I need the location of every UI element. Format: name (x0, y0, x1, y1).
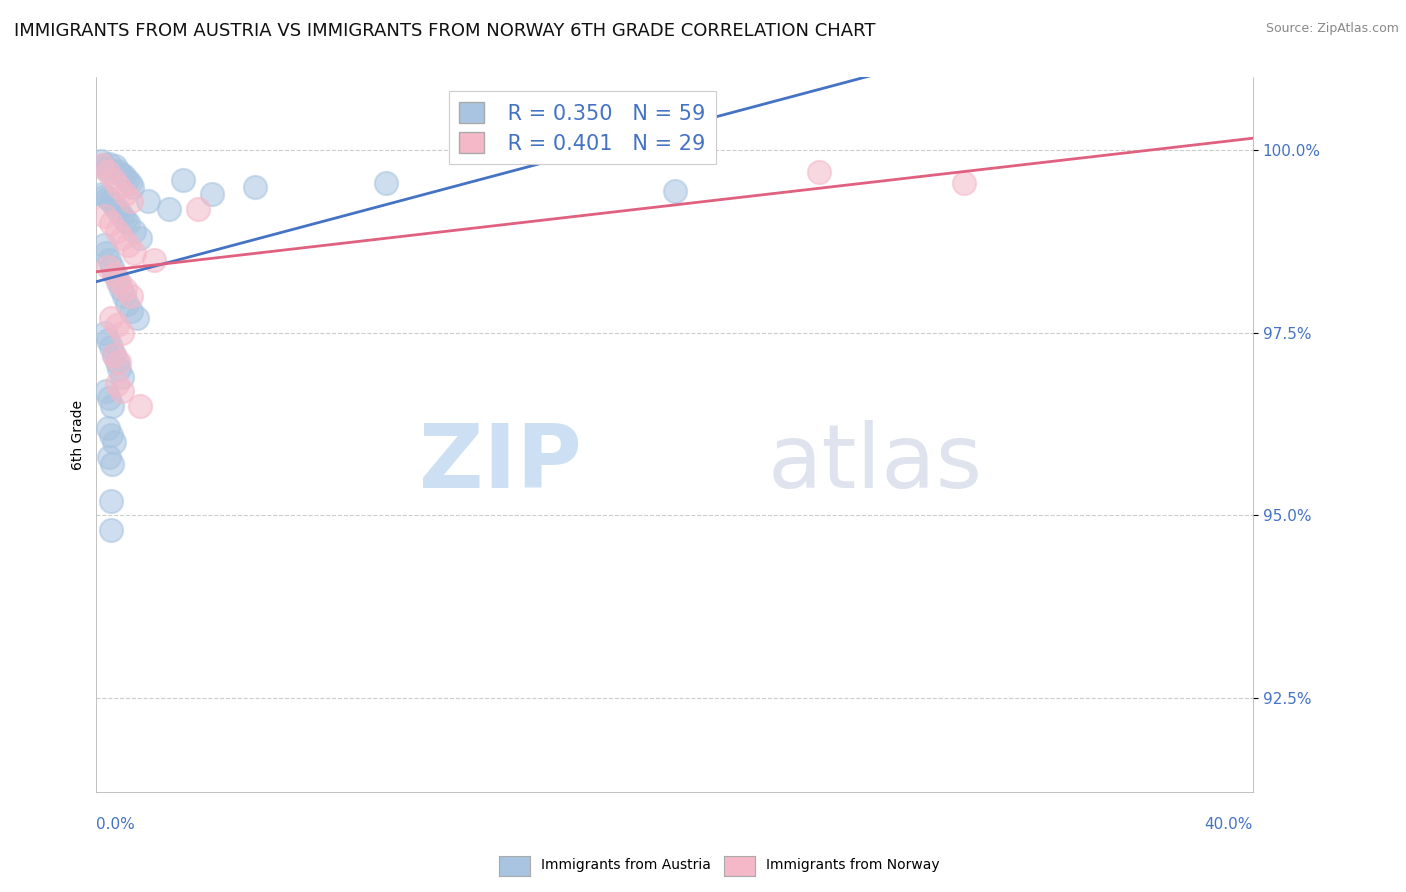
Point (98, 252, 121, 267)
Point (187, 202, 209, 216)
Point (93, 158, 115, 172)
Point (201, 187, 224, 202)
Point (97, 260, 120, 274)
Point (115, 172, 138, 186)
Point (107, 275, 129, 289)
Point (112, 289, 135, 303)
Point (111, 326, 134, 340)
Text: atlas: atlas (768, 420, 983, 507)
Point (114, 187, 136, 202)
Point (108, 179, 131, 194)
Point (111, 209, 134, 223)
Point (108, 205, 131, 219)
Point (96, 384, 118, 399)
Point (122, 224, 145, 238)
Text: Immigrants from Norway: Immigrants from Norway (766, 858, 939, 872)
Point (100, 216, 122, 230)
Point (100, 493, 122, 508)
Point (374, 176, 396, 190)
Point (103, 348, 125, 362)
Point (103, 268, 125, 282)
Point (121, 179, 143, 194)
Point (808, 165, 831, 179)
Point (118, 176, 141, 190)
Point (112, 169, 135, 183)
Point (97, 191, 120, 205)
Text: 40.0%: 40.0% (1205, 817, 1253, 832)
Point (664, 184, 686, 198)
Point (101, 457, 124, 471)
Point (111, 369, 134, 384)
Point (97, 165, 120, 179)
Point (94, 188, 117, 202)
Point (93, 238, 115, 252)
Point (91, 158, 114, 172)
Point (96, 161, 118, 176)
Point (103, 348, 125, 362)
Point (122, 245, 145, 260)
Point (98, 450, 121, 464)
Point (115, 296, 138, 310)
Point (114, 212, 136, 227)
Point (98, 392, 121, 406)
Point (114, 282, 136, 296)
Point (120, 289, 142, 303)
Point (108, 362, 131, 376)
Text: IMMIGRANTS FROM AUSTRIA VS IMMIGRANTS FROM NORWAY 6TH GRADE CORRELATION CHART: IMMIGRANTS FROM AUSTRIA VS IMMIGRANTS FR… (14, 22, 876, 40)
Point (96, 245, 118, 260)
Point (104, 160, 127, 174)
Point (101, 399, 124, 413)
Point (94, 209, 117, 223)
Point (105, 224, 128, 238)
Point (100, 340, 122, 354)
Point (103, 198, 125, 212)
Text: Immigrants from Austria: Immigrants from Austria (541, 858, 711, 872)
Point (157, 202, 180, 216)
Legend:  R = 0.350   N = 59,  R = 0.401   N = 29: R = 0.350 N = 59, R = 0.401 N = 29 (449, 92, 716, 164)
Point (100, 523, 122, 537)
Point (100, 311, 122, 326)
Point (100, 428, 122, 442)
Point (111, 231, 134, 245)
Point (245, 179, 267, 194)
Point (94, 326, 117, 340)
Point (108, 355, 131, 369)
Point (103, 435, 125, 450)
Point (143, 252, 166, 267)
Point (101, 260, 124, 274)
Point (125, 311, 148, 326)
Point (110, 167, 132, 181)
Point (105, 318, 128, 333)
Point (105, 202, 128, 216)
Point (128, 231, 150, 245)
Point (120, 304, 142, 318)
Point (100, 194, 122, 209)
Point (111, 384, 134, 399)
Point (138, 194, 160, 209)
Point (101, 165, 124, 179)
Point (117, 238, 139, 252)
Point (105, 355, 128, 369)
Point (104, 268, 127, 282)
Point (172, 172, 194, 186)
Point (97, 333, 120, 347)
Point (120, 194, 142, 209)
Point (105, 376, 128, 391)
Point (953, 176, 976, 190)
Text: 0.0%: 0.0% (97, 817, 135, 832)
Point (103, 172, 125, 186)
Point (98, 156, 121, 170)
Point (97, 420, 120, 434)
Text: ZIP: ZIP (419, 420, 582, 507)
Point (108, 275, 131, 289)
Text: Source: ZipAtlas.com: Source: ZipAtlas.com (1265, 22, 1399, 36)
Point (90, 154, 112, 169)
Point (128, 399, 150, 413)
Point (110, 282, 132, 296)
Point (107, 164, 129, 178)
Point (91, 187, 114, 202)
Point (117, 216, 139, 230)
Y-axis label: 6th Grade: 6th Grade (72, 400, 86, 470)
